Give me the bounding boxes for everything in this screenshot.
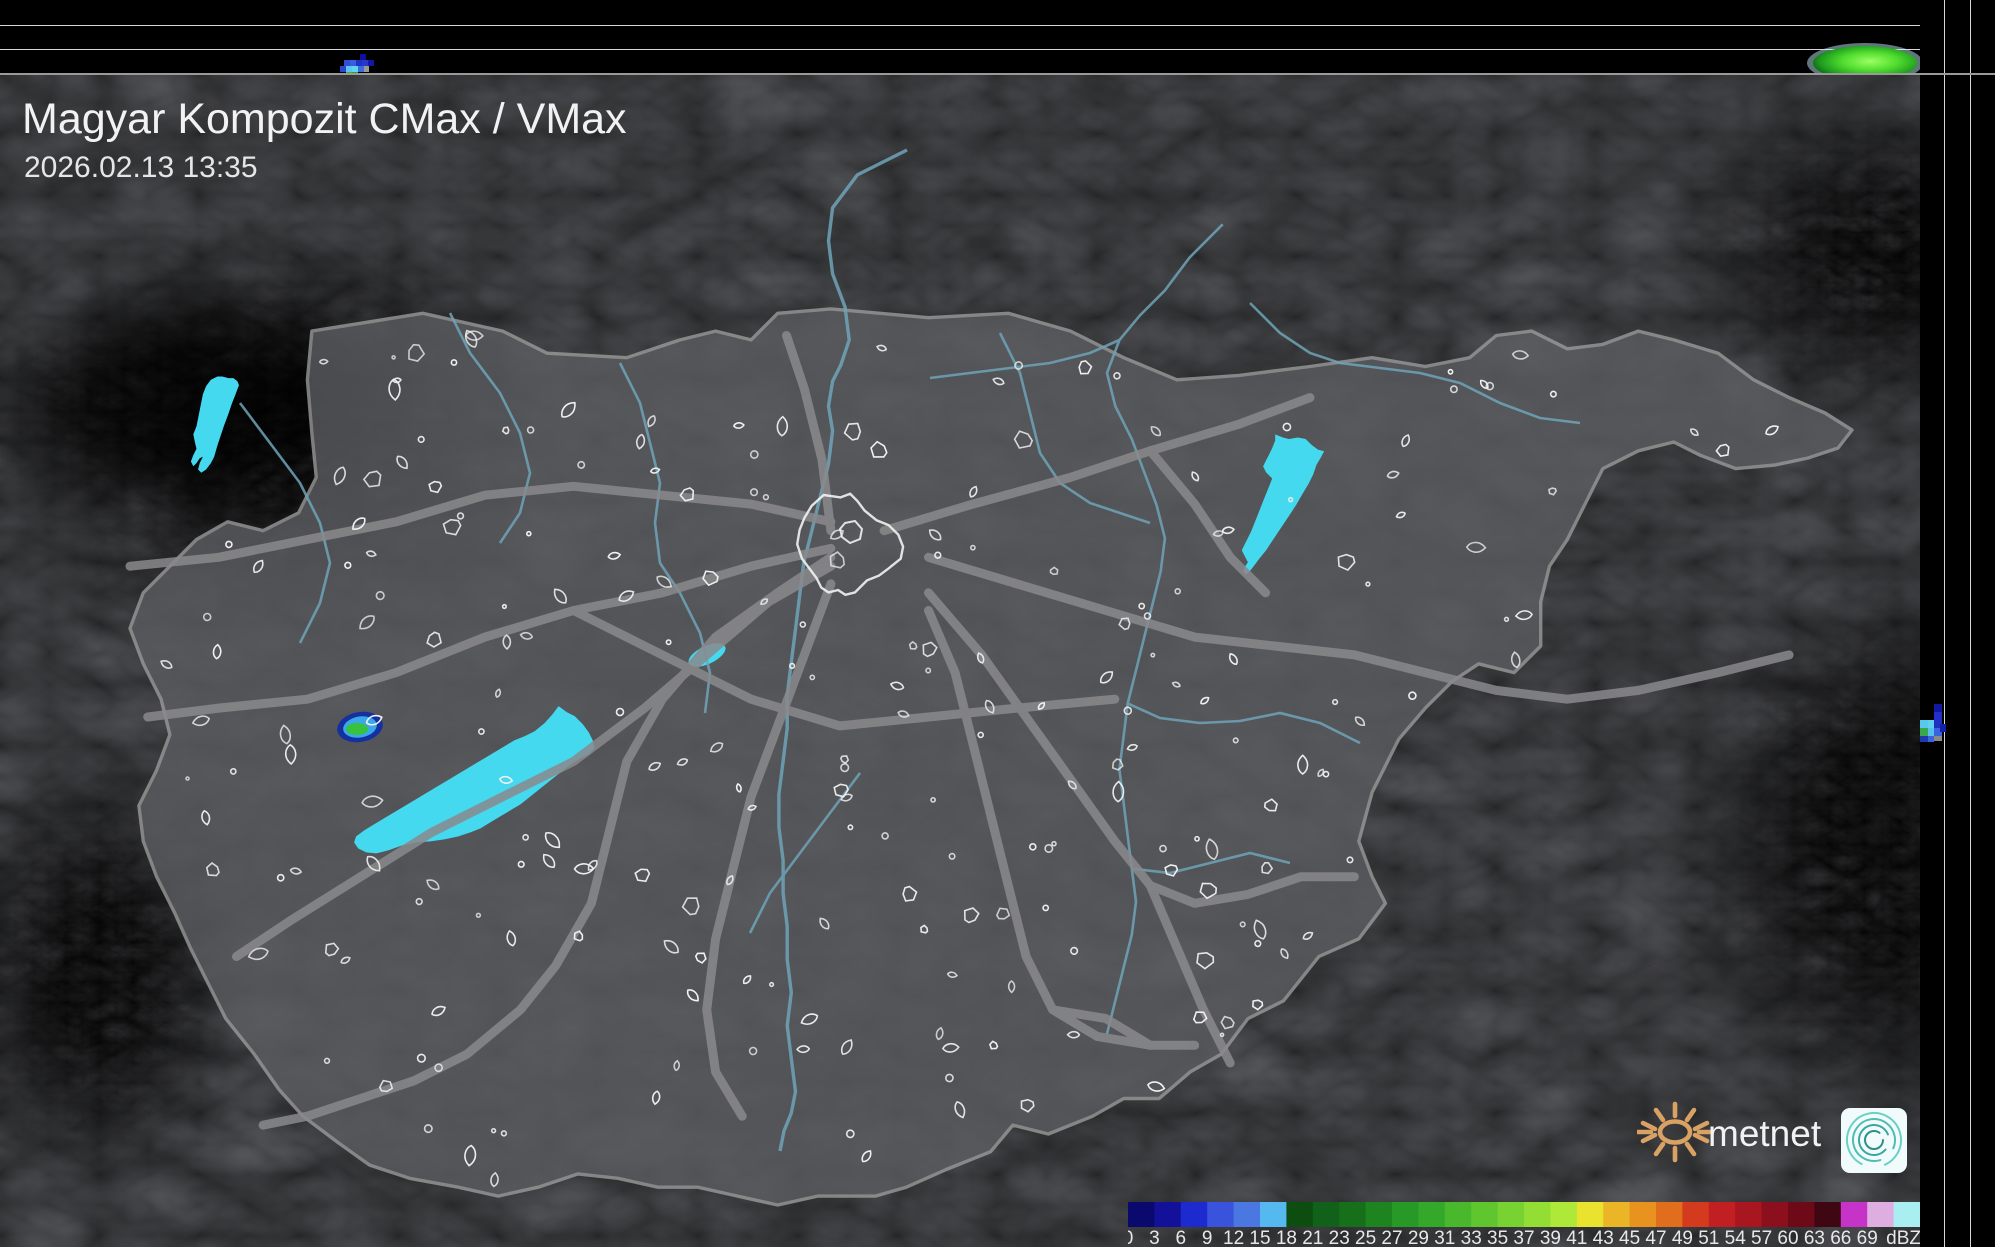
svg-text:18: 18	[1276, 1228, 1297, 1247]
svg-text:33: 33	[1461, 1228, 1482, 1247]
svg-text:63: 63	[1804, 1228, 1825, 1247]
svg-text:54: 54	[1725, 1228, 1747, 1247]
svg-text:25: 25	[1355, 1228, 1376, 1247]
svg-text:9: 9	[1202, 1228, 1213, 1247]
svg-text:0: 0	[1128, 1228, 1133, 1247]
svg-text:21: 21	[1302, 1228, 1323, 1247]
svg-text:27: 27	[1381, 1228, 1402, 1247]
svg-text:69: 69	[1857, 1228, 1878, 1247]
svg-text:43: 43	[1593, 1228, 1614, 1247]
svg-text:57: 57	[1751, 1228, 1772, 1247]
svg-text:45: 45	[1619, 1228, 1640, 1247]
svg-text:60: 60	[1777, 1228, 1798, 1247]
svg-text:23: 23	[1329, 1228, 1350, 1247]
svg-text:3: 3	[1149, 1228, 1160, 1247]
svg-text:metnet: metnet	[1708, 1113, 1822, 1154]
svg-text:35: 35	[1487, 1228, 1508, 1247]
svg-text:49: 49	[1672, 1228, 1693, 1247]
svg-text:31: 31	[1434, 1228, 1455, 1247]
svg-text:dBZ: dBZ	[1886, 1228, 1920, 1247]
svg-text:51: 51	[1698, 1228, 1719, 1247]
svg-text:6: 6	[1176, 1228, 1187, 1247]
svg-text:47: 47	[1645, 1228, 1666, 1247]
svg-text:41: 41	[1566, 1228, 1587, 1247]
svg-text:66: 66	[1830, 1228, 1851, 1247]
svg-text:15: 15	[1249, 1228, 1270, 1247]
svg-text:12: 12	[1223, 1228, 1244, 1247]
svg-text:29: 29	[1408, 1228, 1429, 1247]
svg-text:37: 37	[1513, 1228, 1534, 1247]
svg-text:39: 39	[1540, 1228, 1561, 1247]
